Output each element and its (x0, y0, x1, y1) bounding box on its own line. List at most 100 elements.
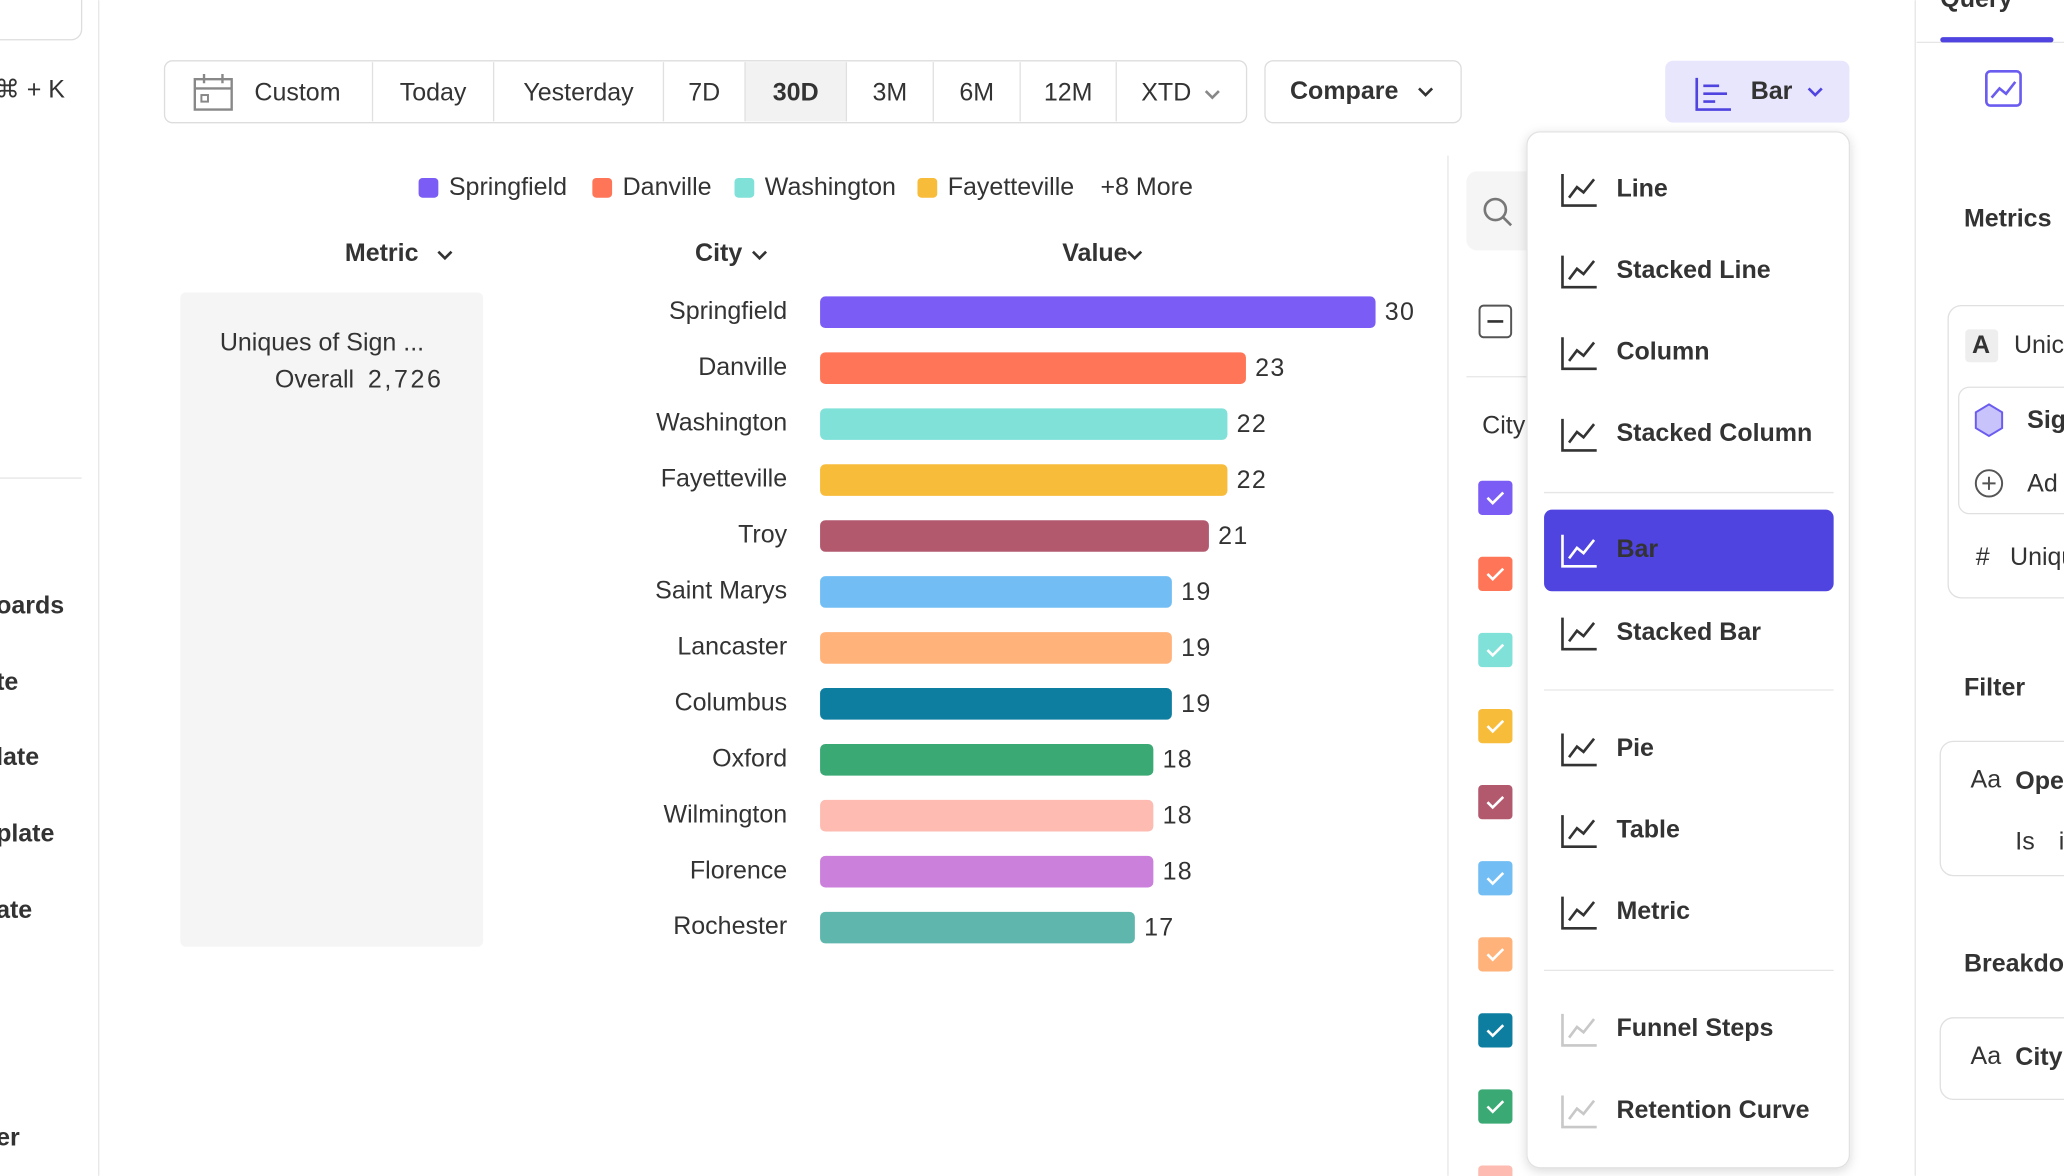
category-label: Wilmington (664, 800, 788, 828)
legend-swatch (418, 177, 439, 198)
menu-item[interactable]: Column (1616, 338, 1709, 366)
checkbox[interactable] (1478, 1165, 1513, 1176)
date-option[interactable]: 12M (1044, 78, 1093, 106)
add-icon[interactable] (1974, 469, 2004, 498)
category-label: Washington (656, 409, 787, 437)
category-label: Springfield (669, 297, 787, 325)
chevron (752, 250, 768, 261)
checkbox[interactable] (1478, 556, 1513, 592)
section-title: Breakdo (1964, 950, 2064, 978)
type-icon: Aa (1971, 1042, 2002, 1070)
chart-icon[interactable] (1985, 70, 2022, 107)
selected-option (745, 62, 847, 122)
bar (820, 464, 1228, 496)
filter-column: City (1482, 411, 1526, 439)
legend-label: Washington (765, 173, 896, 201)
menu-icon (1561, 815, 1597, 848)
add-icon (1982, 476, 1996, 490)
date-option[interactable]: 6M (959, 78, 994, 106)
date-range-bar (163, 60, 1248, 124)
date-option[interactable]: XTD (1141, 78, 1191, 106)
checkbox[interactable] (1478, 632, 1513, 668)
checkbox[interactable] (1478, 937, 1513, 972)
check (1486, 491, 1505, 505)
bar-icon (1695, 77, 1731, 111)
chevron (1204, 90, 1220, 100)
type-icon: Aa (1971, 765, 2002, 793)
legend-label: Springfield (449, 173, 567, 201)
menu-item[interactable]: Stacked Line (1616, 256, 1770, 284)
category-label: Florence (690, 856, 787, 884)
checkbox[interactable] (1478, 708, 1513, 744)
date-option[interactable]: 30D (773, 78, 819, 106)
check (1486, 719, 1505, 734)
legend-swatch (592, 177, 613, 198)
section-title: Filter (1964, 673, 2025, 701)
chart-type-menu (1526, 131, 1851, 1169)
value-label: 23 (1255, 354, 1285, 382)
bar (820, 408, 1228, 440)
menu-item: Retention Curve (1616, 1096, 1809, 1124)
date-option[interactable]: Yesterday (523, 78, 634, 106)
checkbox[interactable] (1478, 861, 1513, 896)
chart-type-label: Bar (1751, 77, 1793, 105)
menu-item[interactable]: Table (1616, 815, 1680, 843)
checkbox[interactable] (1478, 785, 1513, 820)
checkbox[interactable] (1478, 1013, 1513, 1048)
check (1486, 1100, 1505, 1114)
nav-item[interactable]: te (0, 668, 18, 696)
nav-item[interactable]: ate (0, 896, 32, 924)
column-header[interactable]: Value (1062, 239, 1127, 267)
bar (820, 576, 1172, 608)
bar (820, 743, 1154, 776)
chart-type-button[interactable] (1665, 60, 1850, 123)
date-option[interactable]: Custom (254, 78, 340, 106)
legend-label: Fayetteville (948, 173, 1074, 201)
filter-prop: Ope (2015, 767, 2064, 795)
nav-item[interactable]: oards (0, 592, 64, 620)
nav-item[interactable]: late (0, 743, 39, 771)
tab[interactable]: Query (1940, 0, 2012, 13)
value-label: 19 (1181, 634, 1211, 662)
overall-label: Overall (275, 365, 354, 393)
bar (820, 520, 1209, 552)
menu-item[interactable]: Stacked Column (1616, 419, 1812, 447)
checkbox[interactable] (1478, 1089, 1513, 1124)
nav-item[interactable]: er (0, 1123, 20, 1151)
value-label: 21 (1218, 522, 1248, 550)
calendar-icon (193, 73, 233, 111)
bar (820, 296, 1376, 329)
bar (820, 688, 1172, 720)
category-label: Oxford (712, 744, 787, 772)
value-label: 19 (1181, 690, 1211, 718)
date-option[interactable]: 3M (872, 78, 907, 106)
date-option[interactable]: 7D (688, 78, 720, 106)
compare-button[interactable] (1264, 60, 1462, 124)
value-label: 17 (1144, 914, 1174, 942)
bar (820, 352, 1246, 384)
menu-item: Funnel Steps (1616, 1014, 1773, 1042)
column-header[interactable]: City (695, 239, 742, 267)
check (1486, 948, 1505, 962)
check (1486, 567, 1505, 582)
date-option[interactable]: Today (400, 78, 467, 106)
chevron (1807, 87, 1823, 97)
checkbox[interactable] (1478, 480, 1513, 515)
menu-item[interactable]: Stacked Bar (1616, 618, 1761, 646)
legend-more[interactable]: +8 More (1100, 173, 1192, 201)
menu-icon (1561, 1095, 1597, 1129)
bar (820, 855, 1154, 888)
breakdown-prop: City (2015, 1043, 2062, 1071)
menu-icon (1561, 617, 1597, 651)
chevron (1418, 87, 1434, 97)
bar (820, 799, 1154, 832)
menu-item[interactable]: Bar (1616, 535, 1658, 563)
nav-item[interactable]: plate (0, 819, 54, 847)
menu-item[interactable]: Line (1616, 174, 1667, 202)
column-header[interactable]: Metric (345, 239, 419, 267)
menu-item[interactable]: Pie (1616, 734, 1654, 762)
legend-swatch (734, 177, 755, 198)
category-label: Lancaster (677, 633, 787, 661)
menu-item[interactable]: Metric (1616, 897, 1690, 925)
